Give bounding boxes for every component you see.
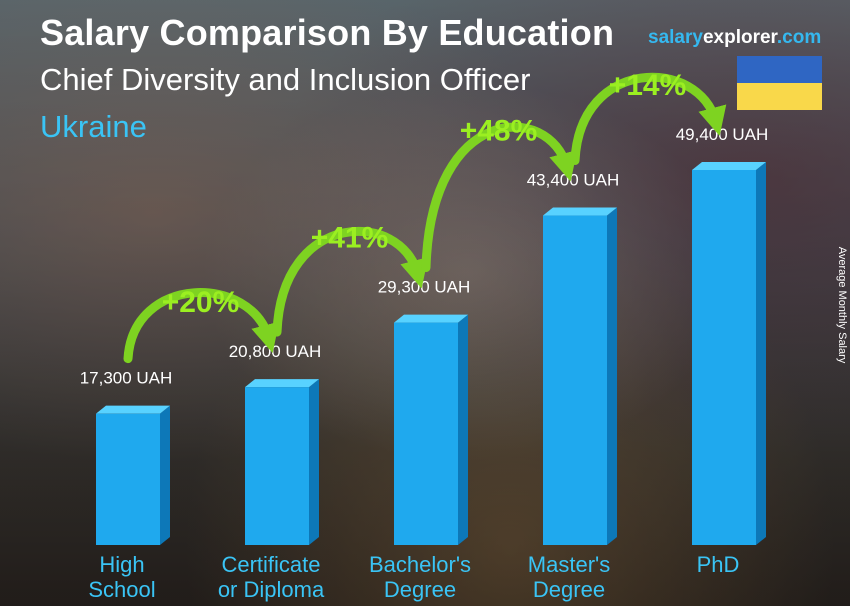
value-label: 17,300 UAH [80,369,173,388]
bar-top [245,379,319,388]
bar-top [543,207,617,216]
value-label: 43,400 UAH [527,171,620,190]
bar-side [458,314,468,545]
increase-arrow [570,72,727,166]
bar-group [543,207,617,545]
bar-group [692,162,766,545]
y-axis-label: Average Monthly Salary [836,246,848,364]
increase-label: +41% [311,222,389,255]
bar [245,387,309,545]
increase-label: +20% [162,286,240,319]
bar [543,215,607,545]
brand-logo[interactable]: salaryexplorer.com [648,27,821,49]
bar-group [394,314,468,545]
value-label: 29,300 UAH [378,278,471,297]
increase-arrow [272,226,429,337]
increase-arrow [123,288,280,364]
bar-top [96,405,170,414]
bar-side [607,207,617,545]
category-label: or Diploma [218,577,325,602]
category-label: Certificate [221,552,320,577]
bar-side [160,405,170,545]
increase-arrow [421,122,578,273]
bar-top [692,162,766,170]
bar-top [394,314,468,323]
job-title: Chief Diversity and Inclusion Officer [40,62,531,97]
bar-group [245,379,319,545]
category-label: Master's [528,552,610,577]
category-label: Degree [384,577,456,602]
flag-bottom-stripe [737,83,822,110]
bar [394,322,458,545]
ukraine-flag-icon [737,56,822,110]
category-label: Bachelor's [369,552,471,577]
value-label: 20,800 UAH [229,342,322,361]
increase-label: +14% [609,69,687,102]
bar-side [309,379,319,545]
bar-group [96,405,170,545]
increase-label: +48% [460,115,538,148]
bar-side [756,162,766,545]
brand-part-explorer: explorer [702,27,777,48]
bar [96,413,160,545]
value-label: 49,400 UAH [676,125,769,144]
chart-title: Salary Comparison By Education [40,12,615,53]
bar [692,170,756,545]
country-label: Ukraine [40,109,147,144]
category-label: PhD [697,552,740,577]
brand-part-domain: .com [776,27,822,48]
brand-part-salary: salary [648,27,703,48]
category-label: School [88,577,155,602]
category-label: High [99,552,144,577]
flag-top-stripe [737,56,822,83]
category-label: Degree [533,577,605,602]
